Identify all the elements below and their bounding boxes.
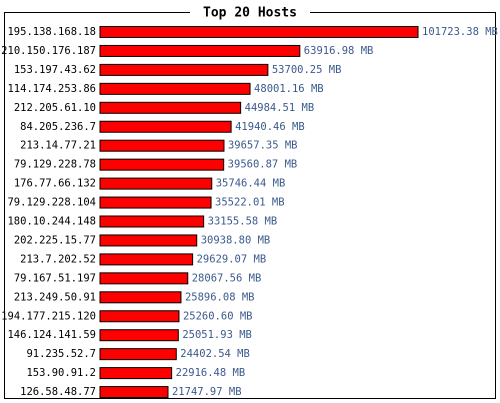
host-label: 114.174.253.86 bbox=[7, 83, 96, 95]
bar bbox=[99, 253, 194, 266]
host-label: 146.124.141.59 bbox=[7, 329, 96, 341]
value-label: 25896.08 MB bbox=[185, 291, 255, 303]
host-label: 213.14.77.21 bbox=[20, 140, 96, 152]
value-label: 21747.97 MB bbox=[172, 386, 242, 398]
bar bbox=[99, 101, 242, 114]
bar bbox=[99, 234, 198, 247]
bar bbox=[99, 26, 419, 38]
value-label: 25051.93 MB bbox=[182, 329, 252, 341]
value-label: 30938.80 MB bbox=[201, 234, 271, 246]
host-label: 176.77.66.132 bbox=[14, 178, 96, 190]
value-label: 28067.56 MB bbox=[192, 272, 262, 284]
value-label: 44984.51 MB bbox=[245, 102, 315, 114]
value-label: 53700.25 MB bbox=[272, 64, 342, 76]
bar bbox=[99, 139, 225, 152]
value-label: 33155.58 MB bbox=[208, 216, 278, 228]
host-label: 153.197.43.62 bbox=[14, 64, 96, 76]
bar bbox=[99, 120, 232, 133]
value-label: 39560.87 MB bbox=[228, 159, 298, 171]
bar bbox=[99, 329, 179, 342]
host-label: 79.167.51.197 bbox=[14, 272, 96, 284]
host-label: 195.138.168.18 bbox=[7, 26, 96, 38]
bar bbox=[99, 63, 269, 76]
value-label: 24402.54 MB bbox=[180, 348, 250, 360]
host-label: 91.235.52.7 bbox=[26, 348, 96, 360]
host-label: 84.205.236.7 bbox=[20, 121, 96, 133]
value-label: 101723.38 MB bbox=[422, 26, 498, 38]
bar bbox=[99, 158, 225, 171]
host-label: 202.225.15.77 bbox=[14, 234, 96, 246]
bar bbox=[99, 177, 213, 190]
host-label: 213.249.50.91 bbox=[14, 291, 96, 303]
host-label: 213.7.202.52 bbox=[20, 253, 96, 265]
host-label: 180.10.244.148 bbox=[7, 216, 96, 228]
host-label: 126.58.48.77 bbox=[20, 386, 96, 398]
value-label: 48001.16 MB bbox=[254, 83, 324, 95]
bar bbox=[99, 367, 173, 380]
title-background bbox=[190, 4, 310, 22]
bar bbox=[99, 386, 169, 399]
bar bbox=[99, 44, 301, 57]
bar bbox=[99, 291, 182, 304]
value-label: 63916.98 MB bbox=[304, 45, 374, 57]
value-label: 29629.07 MB bbox=[197, 253, 267, 265]
chart-title: Top 20 Hosts bbox=[203, 6, 297, 21]
bar bbox=[99, 82, 251, 95]
value-label: 41940.46 MB bbox=[235, 121, 305, 133]
value-label: 25260.60 MB bbox=[183, 310, 253, 322]
value-label: 35746.44 MB bbox=[216, 178, 286, 190]
value-label: 22916.48 MB bbox=[176, 367, 246, 379]
host-label: 210.150.176.187 bbox=[1, 45, 96, 57]
value-label: 35522.01 MB bbox=[215, 197, 285, 209]
bar bbox=[99, 348, 177, 361]
host-label: 79.129.228.104 bbox=[7, 197, 96, 209]
value-label: 39657.35 MB bbox=[228, 140, 298, 152]
bar bbox=[99, 272, 189, 285]
bar bbox=[99, 196, 212, 209]
host-label: 79.129.228.78 bbox=[14, 159, 96, 171]
bar bbox=[99, 310, 180, 323]
host-label: 194.177.215.120 bbox=[1, 310, 96, 322]
host-label: 153.90.91.2 bbox=[26, 367, 96, 379]
host-label: 212.205.61.10 bbox=[14, 102, 96, 114]
bar bbox=[99, 215, 205, 228]
